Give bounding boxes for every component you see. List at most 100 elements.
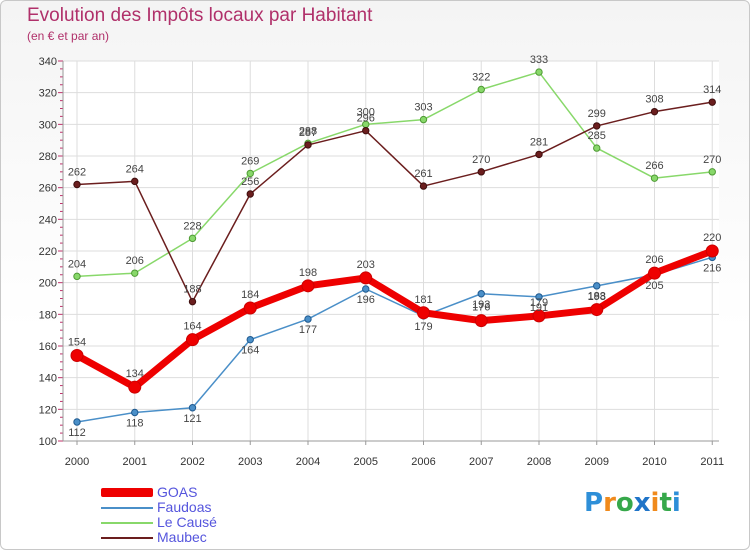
data-label-le-caus-: 285: [588, 130, 606, 142]
data-label-goas: 134: [126, 368, 144, 380]
data-label-maubec: 270: [472, 154, 490, 166]
x-tick-label: 2011: [700, 456, 724, 468]
x-tick-label: 2001: [123, 456, 147, 468]
data-point-goas: [128, 380, 142, 394]
x-tick-label: 2000: [65, 456, 89, 468]
legend-label-le-cause: Le Causé: [157, 514, 217, 530]
data-label-goas: 206: [645, 254, 663, 266]
data-label-maubec: 264: [126, 163, 144, 175]
data-point-goas: [359, 271, 373, 285]
data-label-le-caus-: 204: [68, 258, 86, 270]
data-point-maubec: [131, 177, 139, 186]
data-point-faudoas: [304, 315, 312, 323]
series-lines: [70, 68, 719, 426]
data-point-le-caus-: [246, 169, 254, 178]
y-tick-label: 160: [39, 341, 57, 353]
y-tick-label: 180: [39, 309, 57, 321]
data-label-goas: 198: [299, 267, 317, 279]
data-label-faudoas: 196: [357, 294, 375, 306]
data-point-faudoas: [535, 293, 543, 301]
legend-label-goas: GOAS: [157, 484, 198, 500]
data-point-maubec: [362, 126, 370, 135]
chart-title: Evolution des Impôts locaux par Habitant: [27, 5, 373, 26]
legend-swatch-faudoas: [101, 506, 153, 509]
series-line-goas: [73, 247, 716, 391]
data-point-goas: [301, 279, 315, 293]
y-tick-label: 260: [39, 183, 57, 195]
series-line-faudoas: [76, 256, 713, 423]
data-labels: 204 206 228 269 288 300 303 322 333 285 266 270 262 2…: [68, 54, 722, 439]
data-label-goas: 183: [588, 291, 606, 303]
x-tick-label: 2006: [411, 456, 435, 468]
y-tick-label: 240: [39, 214, 57, 226]
data-point-faudoas: [246, 335, 254, 344]
x-tick-label: 2008: [527, 456, 551, 468]
data-label-le-caus-: 300: [357, 106, 375, 118]
data-point-le-caus-: [73, 272, 81, 281]
data-label-goas: 176: [472, 302, 490, 314]
data-point-le-caus-: [188, 234, 197, 243]
data-label-le-caus-: 270: [703, 154, 721, 166]
data-label-faudoas: 177: [299, 324, 317, 336]
data-point-faudoas: [73, 418, 81, 426]
data-label-le-caus-: 288: [299, 125, 317, 137]
data-label-faudoas: 198: [588, 291, 606, 303]
chart-subtitle: (en € et par an): [27, 29, 110, 43]
data-label-le-caus-: 269: [241, 155, 259, 167]
proxiti-logo: Proxiti: [584, 488, 681, 518]
y-tick-label: 340: [39, 56, 57, 68]
data-label-faudoas: 112: [68, 427, 86, 439]
data-label-le-caus-: 303: [414, 102, 432, 114]
data-label-faudoas: 191: [530, 302, 548, 314]
data-point-goas: [70, 349, 84, 362]
data-point-le-caus-: [708, 168, 716, 176]
data-point-maubec: [188, 297, 197, 306]
data-label-faudoas: 193: [472, 299, 490, 311]
data-point-faudoas: [362, 285, 370, 293]
data-label-maubec: 256: [241, 176, 259, 188]
data-label-le-caus-: 266: [645, 160, 663, 172]
legend-swatch-goas: [101, 488, 153, 497]
x-tick-label: 2009: [585, 456, 609, 468]
data-label-faudoas: 216: [703, 262, 721, 274]
x-tick-label: 2004: [296, 456, 320, 468]
y-tick-label: 100: [39, 436, 57, 448]
y-tick-label: 140: [39, 373, 57, 385]
data-point-goas: [474, 314, 488, 328]
series-line-le-caus-: [76, 71, 713, 278]
data-label-goas: 220: [703, 232, 721, 244]
data-point-maubec: [593, 122, 601, 130]
data-point-maubec: [708, 98, 716, 106]
y-tick-label: 220: [39, 246, 57, 258]
data-point-goas: [705, 244, 719, 258]
data-point-le-caus-: [535, 68, 543, 76]
data-label-maubec: 299: [588, 108, 606, 120]
data-label-faudoas: 179: [414, 321, 432, 333]
data-label-faudoas: 118: [126, 418, 144, 430]
data-label-maubec: 287: [299, 127, 317, 139]
data-point-goas: [186, 333, 199, 347]
series-line-maubec: [76, 101, 713, 303]
data-point-goas: [243, 301, 257, 315]
data-label-goas: 164: [183, 321, 201, 333]
data-point-maubec: [73, 180, 81, 189]
legend-label-maubec: Maubec: [157, 529, 207, 545]
data-point-le-caus-: [419, 115, 428, 124]
data-point-le-caus-: [477, 85, 485, 94]
x-tick-label: 2003: [238, 456, 262, 468]
data-point-goas: [590, 303, 604, 317]
legend-item-goas: GOAS: [101, 485, 331, 500]
x-tick-label: 2005: [354, 456, 378, 468]
legend-swatch-maubec: [101, 536, 153, 539]
data-point-le-caus-: [650, 174, 659, 182]
x-tick-label: 2007: [469, 456, 493, 468]
data-label-goas: 181: [414, 294, 432, 306]
data-point-maubec: [419, 182, 428, 190]
data-label-goas: 184: [241, 289, 259, 301]
logo-letter: i: [650, 488, 660, 518]
y-tick-label: 280: [39, 151, 57, 163]
data-point-faudoas: [593, 282, 601, 290]
data-label-maubec: 296: [357, 113, 375, 125]
logo-letter: r: [603, 488, 616, 518]
